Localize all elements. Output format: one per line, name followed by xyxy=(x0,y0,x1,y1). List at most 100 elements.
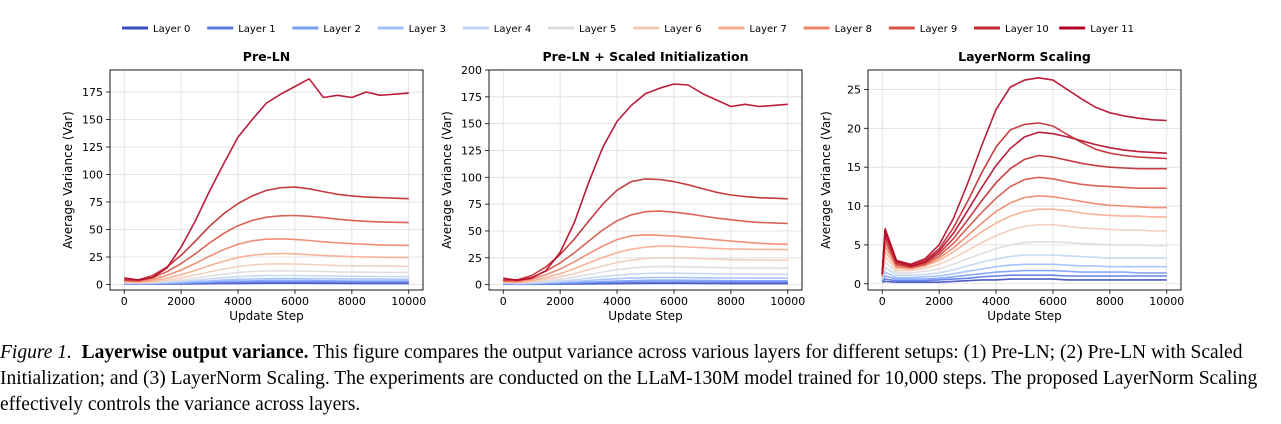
series-line-layer-0 xyxy=(881,278,1167,283)
legend-label: Layer 9 xyxy=(920,24,957,35)
x-tick-label: 8000 xyxy=(338,295,366,308)
x-axis-label: Update Step xyxy=(987,309,1062,323)
series-line-layer-8 xyxy=(124,238,409,283)
y-tick-label: 50 xyxy=(468,225,482,238)
y-tick-label: 125 xyxy=(82,141,103,154)
x-tick-label: 4000 xyxy=(982,295,1010,308)
x-tick-label: 10000 xyxy=(391,295,426,308)
chart-pre-ln: 0 2000 4000 6000 8000 10000 0 25 50 75 100 125 150 17… xyxy=(61,49,426,323)
series-line-layer-5 xyxy=(881,241,1167,279)
legend-label: Layer 4 xyxy=(494,24,531,35)
series-line-extra xyxy=(881,77,1167,274)
legend-label: Layer 2 xyxy=(323,24,360,35)
legend-label: Layer 3 xyxy=(409,24,446,35)
axes-frame xyxy=(488,69,803,291)
x-tick-label: 2000 xyxy=(925,295,953,308)
series-line-layer-7 xyxy=(503,245,788,283)
legend-label: Layer 10 xyxy=(1005,24,1049,35)
series-line-layer-8 xyxy=(503,234,788,283)
y-tick-label: 125 xyxy=(461,144,482,157)
series-line-layer-10 xyxy=(881,154,1167,275)
x-tick-label: 10000 xyxy=(1149,295,1184,308)
axes-frame xyxy=(109,69,424,291)
x-tick-label: 0 xyxy=(500,295,507,308)
y-axis-label: Average Variance (Var) xyxy=(440,111,454,249)
series-line-layer-5 xyxy=(124,270,409,284)
series-line-layer-6 xyxy=(503,257,788,284)
x-tick-label: 4000 xyxy=(603,295,631,308)
chart-title: Pre-LN + Scaled Initialization xyxy=(542,49,748,64)
y-tick-label: 5 xyxy=(854,239,861,252)
caption-title: Layerwise output variance. xyxy=(81,342,309,363)
y-axis-label: Average Variance (Var) xyxy=(61,111,75,249)
x-tick-label: 6000 xyxy=(1039,295,1067,308)
series-line-layer-11 xyxy=(124,78,409,281)
series-line-layer-6 xyxy=(881,223,1167,278)
x-tick-label: 2000 xyxy=(167,295,195,308)
y-tick-label: 150 xyxy=(82,114,103,127)
y-tick-label: 20 xyxy=(847,122,861,135)
legend-label: Layer 0 xyxy=(153,24,190,35)
y-tick-label: 50 xyxy=(89,224,103,237)
series-line-layer-10 xyxy=(124,186,409,281)
series-line-layer-11 xyxy=(881,131,1167,274)
y-tick-label: 0 xyxy=(475,279,482,292)
series-line-layer-9 xyxy=(124,214,409,282)
series-line-layer-9 xyxy=(503,210,788,282)
series-line-layer-6 xyxy=(124,263,409,284)
x-axis-label: Update Step xyxy=(229,309,304,323)
x-tick-label: 4000 xyxy=(224,295,252,308)
figure-caption: Figure 1. Layerwise output variance. Thi… xyxy=(0,340,1281,418)
legend-label: Layer 8 xyxy=(835,24,872,35)
chart-title: Pre-LN xyxy=(243,49,290,64)
y-tick-label: 15 xyxy=(847,161,861,174)
series-line-layer-4 xyxy=(503,272,788,285)
series-line-layer-7 xyxy=(124,252,409,283)
y-tick-label: 100 xyxy=(461,171,482,184)
series-line-layer-2 xyxy=(881,269,1167,282)
y-tick-label: 25 xyxy=(847,83,861,96)
legend-label: Layer 5 xyxy=(579,24,616,35)
legend-label: Layer 11 xyxy=(1090,24,1134,35)
legend-label: Layer 7 xyxy=(749,24,786,35)
y-tick-label: 150 xyxy=(461,118,482,131)
series-line-layer-4 xyxy=(124,274,409,285)
x-tick-label: 8000 xyxy=(1096,295,1124,308)
y-tick-label: 0 xyxy=(854,278,861,291)
series-line-layer-9 xyxy=(881,176,1167,276)
chart-layernorm-scaling: 0 2000 4000 6000 8000 10000 0 5 10 15 20 25 LayerNor… xyxy=(819,49,1184,323)
x-tick-label: 0 xyxy=(121,295,128,308)
caption-text: This figure compares the output variance… xyxy=(0,342,1258,415)
series-line-layer-1 xyxy=(881,274,1167,283)
series-line-layer-3 xyxy=(881,263,1167,281)
caption-label: Figure 1. xyxy=(0,342,72,363)
y-tick-label: 75 xyxy=(89,196,103,209)
x-tick-label: 6000 xyxy=(281,295,309,308)
y-tick-label: 25 xyxy=(89,251,103,264)
y-tick-label: 0 xyxy=(96,279,103,292)
x-tick-label: 10000 xyxy=(770,295,805,308)
series-line-extra xyxy=(881,122,1167,274)
x-tick-label: 8000 xyxy=(717,295,745,308)
x-tick-label: 2000 xyxy=(546,295,574,308)
chart-title: LayerNorm Scaling xyxy=(958,49,1091,64)
legend-label: Layer 6 xyxy=(664,24,701,35)
y-tick-label: 175 xyxy=(82,86,103,99)
figure-canvas: Layer 0 Layer 1 Layer 2 Layer 3 Layer 4 Layer… xyxy=(61,24,1184,323)
series-line-layer-4 xyxy=(881,254,1167,280)
chart-pre-ln-scaled-init: 0 2000 4000 6000 8000 10000 0 25 50 75 100 125 150 17… xyxy=(440,49,805,323)
x-tick-label: 6000 xyxy=(660,295,688,308)
x-tick-label: 0 xyxy=(879,295,886,308)
y-tick-label: 175 xyxy=(461,91,482,104)
legend: Layer 0 Layer 1 Layer 2 Layer 3 Layer 4 Layer… xyxy=(122,24,1134,35)
y-axis-label: Average Variance (Var) xyxy=(819,111,833,249)
series-line-layer-11 xyxy=(503,83,788,282)
legend-label: Layer 1 xyxy=(238,24,275,35)
series-line-layer-10 xyxy=(503,178,788,281)
y-tick-label: 75 xyxy=(468,198,482,211)
y-tick-label: 100 xyxy=(82,169,103,182)
y-tick-label: 200 xyxy=(461,64,482,77)
x-axis-label: Update Step xyxy=(608,309,683,323)
axes-frame xyxy=(867,69,1182,291)
series-line-layer-5 xyxy=(503,265,788,284)
